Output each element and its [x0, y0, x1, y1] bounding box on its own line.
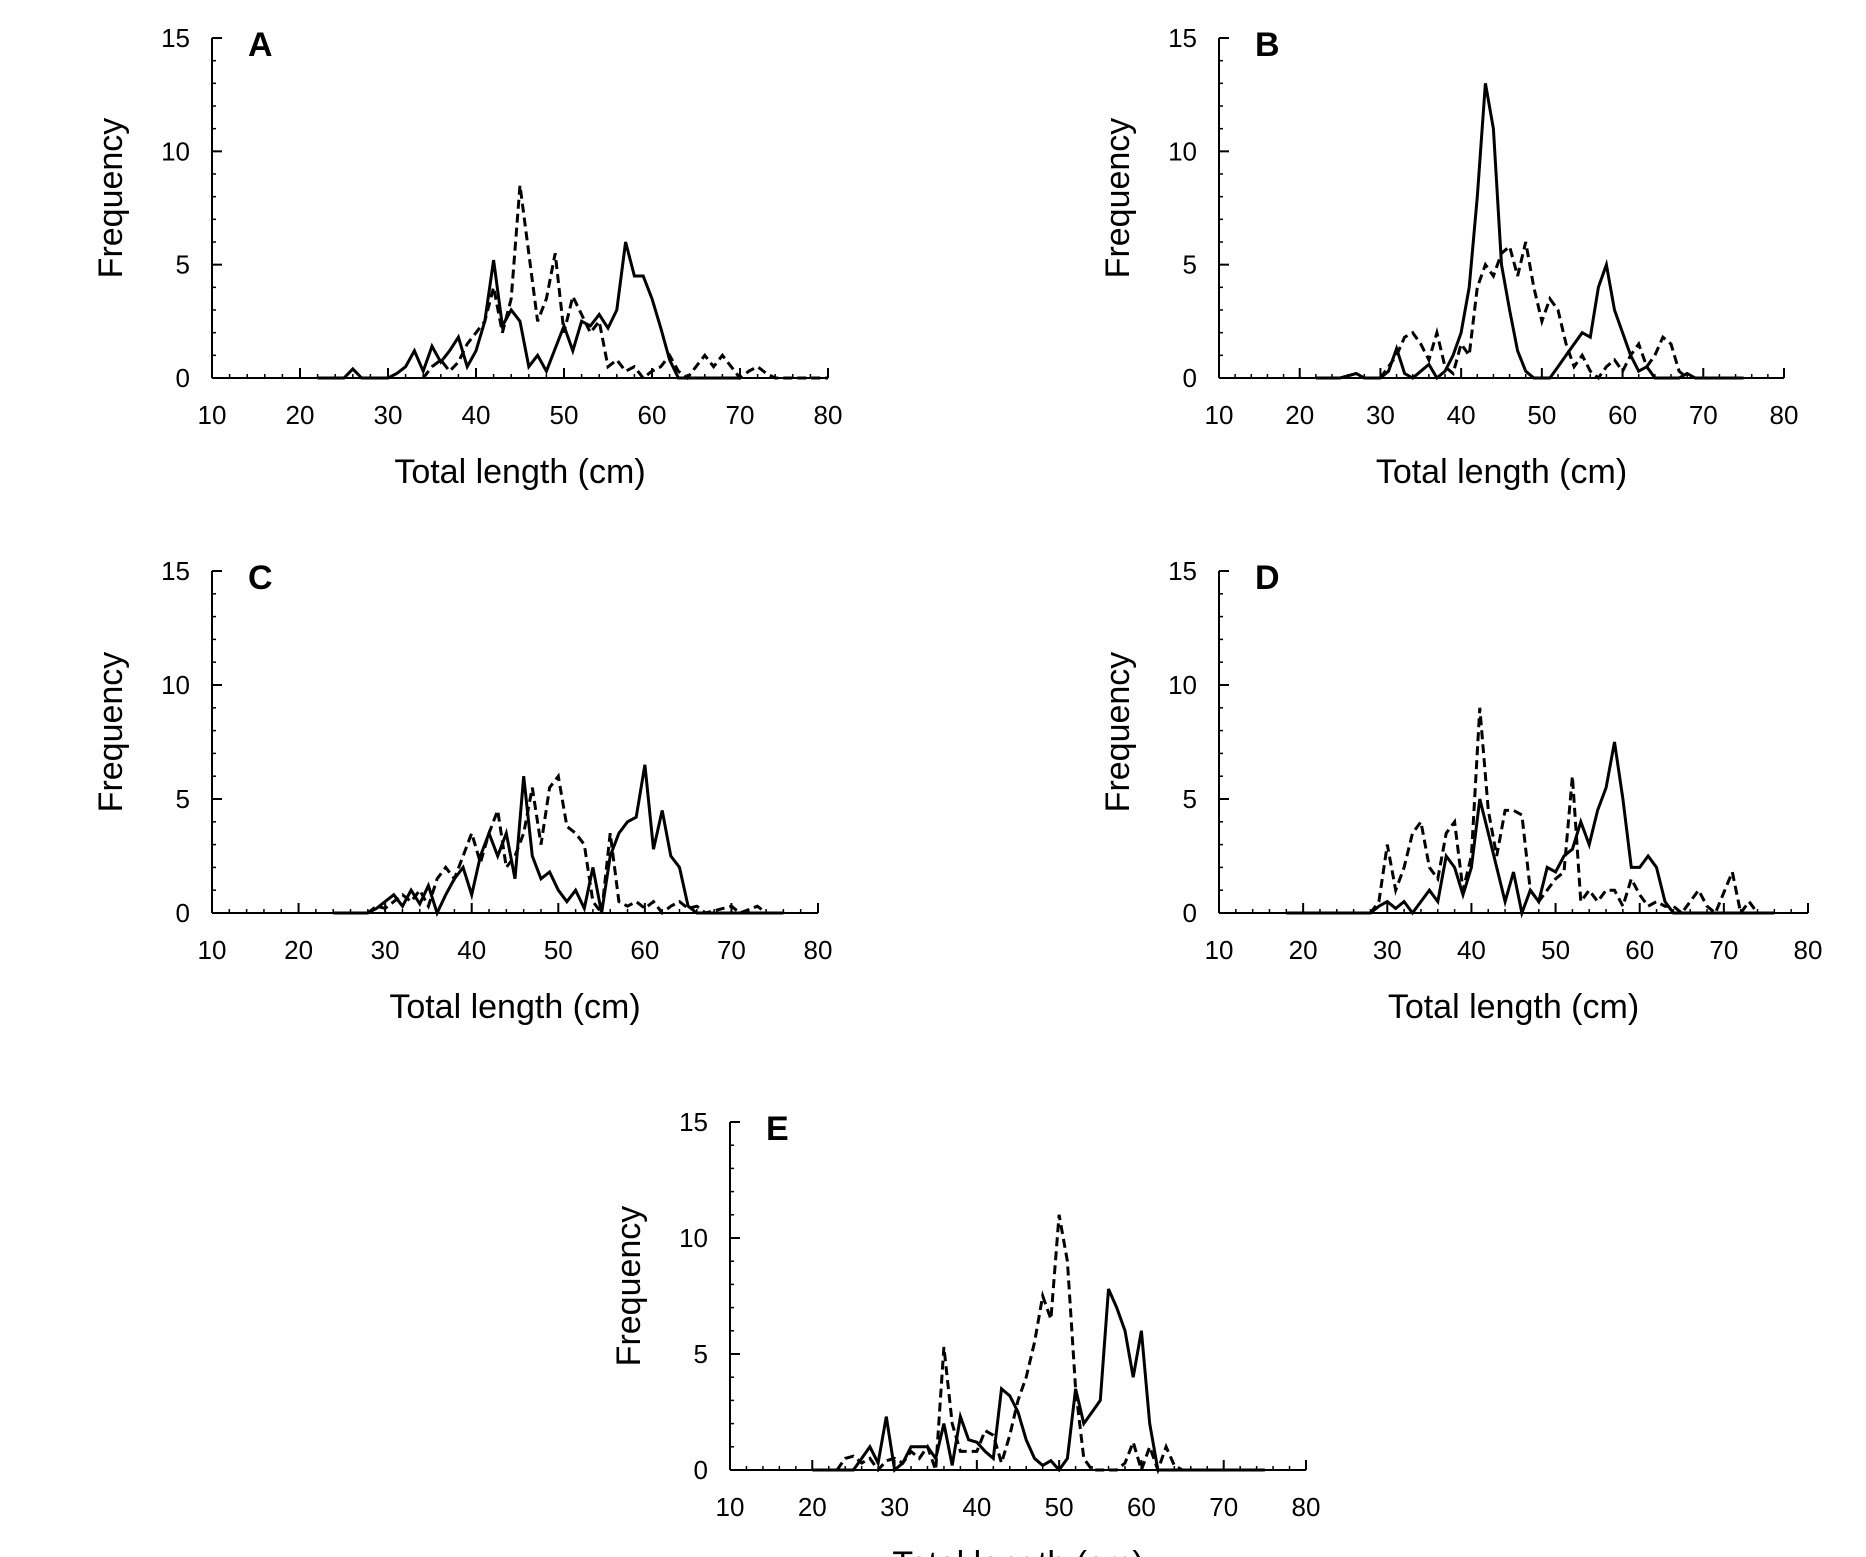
- y-tick-label: 10: [1168, 670, 1197, 700]
- x-tick-label: 50: [544, 935, 573, 965]
- x-tick-label: 50: [1527, 400, 1556, 430]
- y-tick-label: 10: [679, 1223, 708, 1253]
- y-axis-title: Frequency: [92, 118, 130, 279]
- x-tick-label: 10: [198, 935, 227, 965]
- x-tick-label: 70: [1689, 400, 1718, 430]
- panel-label: C: [248, 559, 273, 597]
- series-line-dashed: [835, 1214, 1184, 1475]
- x-tick-label: 30: [371, 935, 400, 965]
- panel-c: 0 5 10 15 10 20 30 40 50 60 70 80 C Total length (cm)…: [92, 556, 832, 1026]
- x-tick-label: 80: [1770, 400, 1799, 430]
- series-line-solid: [1315, 83, 1744, 381]
- panel-d: 0 5 10 15 10 20 30 40 50 60 70 80 D Total length (cm)…: [1099, 556, 1822, 1026]
- y-tick-label: 15: [1168, 556, 1197, 586]
- panel-e: 0 5 10 15 10 20 30 40 50 60 70 80 E Total length (cm)…: [610, 1107, 1320, 1557]
- x-tick-label: 30: [880, 1492, 909, 1522]
- series-line-solid: [317, 241, 740, 380]
- x-tick-label: 30: [1366, 400, 1395, 430]
- y-tick-label: 15: [161, 556, 190, 586]
- x-tick-label: 40: [462, 400, 491, 430]
- y-tick-label: 5: [1183, 250, 1197, 280]
- x-tick-label: 10: [1205, 935, 1234, 965]
- x-tick-label: 80: [1794, 935, 1823, 965]
- y-tick-label: 0: [1183, 898, 1197, 928]
- panel-a: 0 5 10 15 10 20 30 40 50 60 70 80 A Total length (cm)…: [92, 23, 842, 491]
- x-tick-label: 70: [1209, 1492, 1238, 1522]
- x-tick-label: 50: [1045, 1492, 1074, 1522]
- x-tick-label: 60: [1127, 1492, 1156, 1522]
- panel-label: D: [1255, 559, 1280, 597]
- panel-label: B: [1255, 26, 1280, 64]
- y-tick-label: 0: [694, 1455, 708, 1485]
- x-tick-label: 40: [457, 935, 486, 965]
- y-tick-label: 0: [176, 898, 190, 928]
- x-tick-label: 60: [1625, 935, 1654, 965]
- x-axis-title: Total length (cm): [1388, 988, 1639, 1026]
- x-tick-label: 30: [1373, 935, 1402, 965]
- x-axis-title: Total length (cm): [394, 453, 645, 491]
- series-line-dashed: [422, 185, 828, 381]
- y-tick-label: 5: [176, 250, 190, 280]
- y-tick-label: 10: [161, 670, 190, 700]
- x-tick-label: 80: [804, 935, 833, 965]
- x-axis-title: Total length (cm): [1376, 453, 1627, 491]
- x-tick-label: 40: [962, 1492, 991, 1522]
- y-tick-label: 5: [176, 784, 190, 814]
- series-line-dashed: [366, 772, 768, 917]
- y-tick-label: 15: [161, 23, 190, 53]
- series-line-solid: [812, 1288, 1265, 1473]
- x-tick-label: 60: [1608, 400, 1637, 430]
- y-tick-label: 5: [1183, 784, 1197, 814]
- x-tick-label: 80: [1292, 1492, 1321, 1522]
- x-axis-title: Total length (cm): [892, 1545, 1143, 1557]
- x-tick-label: 20: [798, 1492, 827, 1522]
- series-line-dashed: [1379, 241, 1689, 381]
- x-tick-label: 40: [1457, 935, 1486, 965]
- x-tick-label: 20: [1289, 935, 1318, 965]
- y-axis-title: Frequency: [1099, 652, 1137, 813]
- x-tick-label: 80: [814, 400, 843, 430]
- x-tick-label: 30: [374, 400, 403, 430]
- series-line-solid: [1286, 741, 1775, 919]
- x-tick-label: 10: [1205, 400, 1234, 430]
- x-tick-label: 10: [198, 400, 227, 430]
- y-tick-label: 10: [161, 136, 190, 166]
- y-tick-label: 15: [679, 1107, 708, 1137]
- y-tick-label: 0: [1183, 363, 1197, 393]
- x-tick-label: 20: [1285, 400, 1314, 430]
- x-tick-label: 20: [284, 935, 313, 965]
- panel-label: A: [248, 26, 273, 64]
- y-tick-label: 10: [1168, 136, 1197, 166]
- panel-b: 0 5 10 15 10 20 30 40 50 60 70 80 B Total length (cm)…: [1099, 23, 1798, 491]
- x-tick-label: 70: [1709, 935, 1738, 965]
- y-axis-title: Frequency: [1099, 118, 1137, 279]
- y-axis-title: Frequency: [610, 1206, 648, 1367]
- x-tick-label: 40: [1447, 400, 1476, 430]
- y-tick-label: 5: [694, 1339, 708, 1369]
- x-tick-label: 70: [726, 400, 755, 430]
- x-tick-label: 10: [716, 1492, 745, 1522]
- series-line-dashed: [1369, 707, 1759, 917]
- y-tick-label: 0: [176, 363, 190, 393]
- x-tick-label: 60: [638, 400, 667, 430]
- x-tick-label: 60: [630, 935, 659, 965]
- x-tick-label: 20: [286, 400, 315, 430]
- y-tick-label: 15: [1168, 23, 1197, 53]
- x-tick-label: 50: [1541, 935, 1570, 965]
- x-tick-label: 50: [550, 400, 579, 430]
- x-tick-label: 70: [717, 935, 746, 965]
- x-axis-title: Total length (cm): [389, 988, 640, 1026]
- y-axis-title: Frequency: [92, 652, 130, 813]
- panel-label: E: [766, 1110, 789, 1148]
- series-line-solid: [333, 764, 784, 918]
